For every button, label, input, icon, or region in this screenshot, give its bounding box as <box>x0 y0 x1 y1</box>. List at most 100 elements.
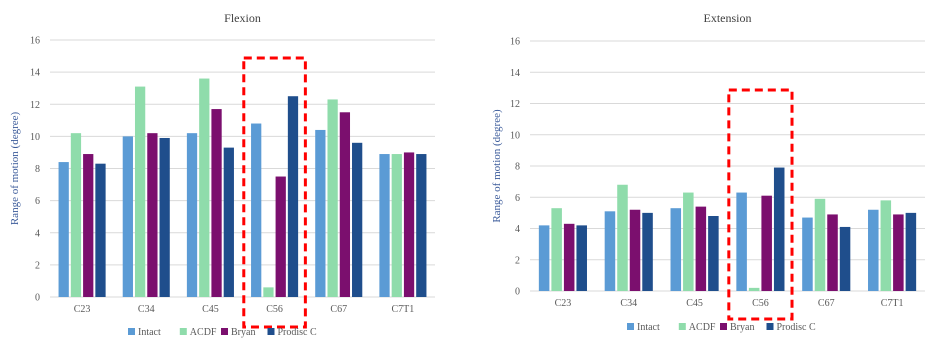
y-tick-label: 6 <box>35 196 40 207</box>
chart-panel-1: 0 2 4 6 8 10 12 14 16 Extension Range of motion (d… <box>491 11 925 333</box>
bar-bryan-c56 <box>275 176 286 297</box>
y-tick-label: 14 <box>510 68 520 79</box>
bar-acdf-c45 <box>683 192 694 291</box>
x-tick-label: C23 <box>555 298 572 309</box>
y-tick-label: 6 <box>515 193 520 204</box>
bar-acdf-c23 <box>70 133 82 297</box>
bar-prodisc-c-c56 <box>773 167 785 291</box>
y-tick-label: 2 <box>35 260 40 271</box>
chart-title: Flexion <box>224 11 261 25</box>
bar-acdf-c23 <box>551 208 562 291</box>
bar-intact-c23 <box>538 225 550 291</box>
bar-acdf-c56 <box>748 287 760 291</box>
bar-acdf-c56 <box>263 287 274 297</box>
bar-intact-c34 <box>122 136 133 297</box>
bar-bryan-c67 <box>339 112 351 297</box>
y-tick-label: 12 <box>30 100 40 111</box>
bar-intact-c67 <box>315 129 326 297</box>
y-tick-label: 12 <box>510 99 520 110</box>
x-tick-label: C34 <box>620 298 637 309</box>
y-tick-label: 10 <box>30 132 40 143</box>
legend-swatch-prodisc-c <box>267 328 275 335</box>
bar-acdf-c67 <box>814 198 826 291</box>
bar-intact-c45 <box>186 133 198 297</box>
legend-swatch-acdf <box>678 323 686 330</box>
x-tick-label: C56 <box>266 304 283 315</box>
y-tick-label: 0 <box>515 287 520 298</box>
y-axis-title: Range of motion (degree) <box>9 112 21 226</box>
legend-swatch-acdf <box>179 328 187 335</box>
bar-bryan-c34 <box>147 133 158 297</box>
y-tick-label: 4 <box>35 228 40 239</box>
bar-acdf-c34 <box>617 184 628 291</box>
legend-label: Prodisc C <box>777 322 817 333</box>
bar-prodisc-c-c23 <box>576 225 587 291</box>
x-tick-label: C45 <box>686 298 703 309</box>
x-tick-label: C67 <box>330 304 347 315</box>
bar-intact-c34 <box>604 211 616 291</box>
x-tick-label: C45 <box>202 304 219 315</box>
bar-bryan-c45 <box>211 109 222 297</box>
bar-prodisc-c-c7t1 <box>905 212 917 291</box>
x-tick-label: C23 <box>74 304 91 315</box>
legend-label: Bryan <box>730 322 754 333</box>
highlight-box-c56 <box>242 56 307 329</box>
legend-swatch-bryan <box>221 328 228 335</box>
bar-bryan-c7t1 <box>403 152 415 297</box>
bar-intact-c45 <box>670 208 682 291</box>
y-tick-label: 16 <box>30 36 40 47</box>
bar-bryan-c56 <box>761 195 772 291</box>
y-tick-label: 4 <box>515 224 520 235</box>
y-tick-label: 2 <box>515 255 520 266</box>
y-axis-title: Range of motion (degree) <box>491 109 503 223</box>
bar-intact-c56 <box>736 192 747 291</box>
bar-prodisc-c-c34 <box>159 137 170 297</box>
bar-acdf-c45 <box>199 78 210 297</box>
legend-swatch-bryan <box>720 323 727 330</box>
y-tick-label: 0 <box>35 293 40 304</box>
y-tick-label: 8 <box>35 164 40 175</box>
x-tick-label: C7T1 <box>881 298 904 309</box>
legend-label: ACDF <box>190 327 217 338</box>
bar-intact-c23 <box>58 162 69 297</box>
bar-prodisc-c-c45 <box>708 216 719 291</box>
y-tick-label: 14 <box>30 68 40 79</box>
bar-intact-c56 <box>251 123 262 298</box>
bar-bryan-c23 <box>563 223 575 291</box>
bar-prodisc-c-c67 <box>839 226 851 291</box>
legend-swatch-intact <box>128 328 135 335</box>
bar-prodisc-c-c67 <box>352 142 363 297</box>
legend-label: Bryan <box>231 327 255 338</box>
bar-prodisc-c-c45 <box>223 147 234 297</box>
legend-label: Intact <box>138 327 161 338</box>
y-tick-label: 16 <box>510 37 520 48</box>
x-tick-label: C7T1 <box>392 304 415 315</box>
bar-prodisc-c-c23 <box>95 163 106 297</box>
bar-bryan-c67 <box>827 214 838 291</box>
x-tick-label: C34 <box>138 304 155 315</box>
bar-acdf-c34 <box>134 86 146 297</box>
chart-title: Extension <box>704 11 752 25</box>
bar-intact-c67 <box>802 217 813 291</box>
bar-acdf-c67 <box>327 99 338 298</box>
y-tick-label: 8 <box>515 162 520 173</box>
legend-label: Prodisc C <box>278 327 318 338</box>
chart-panel-0: 0 2 4 6 8 10 12 14 16 Flexion Range of motion (deg… <box>9 11 435 338</box>
legend-swatch-prodisc-c <box>766 323 774 330</box>
bar-bryan-c34 <box>629 209 641 291</box>
bar-prodisc-c-c7t1 <box>416 154 427 297</box>
bar-prodisc-c-c56 <box>287 96 299 297</box>
legend-swatch-intact <box>627 323 634 330</box>
bar-intact-c7t1 <box>379 154 390 297</box>
bar-prodisc-c-c34 <box>642 212 653 291</box>
legend-label: ACDF <box>689 322 716 333</box>
highlight-box-c56 <box>727 88 794 321</box>
x-tick-label: C56 <box>752 298 769 309</box>
bar-bryan-c7t1 <box>893 214 904 291</box>
bar-intact-c7t1 <box>868 209 879 291</box>
bar-bryan-c45 <box>695 206 707 291</box>
bar-acdf-c7t1 <box>391 154 402 297</box>
bar-acdf-c7t1 <box>880 200 892 291</box>
